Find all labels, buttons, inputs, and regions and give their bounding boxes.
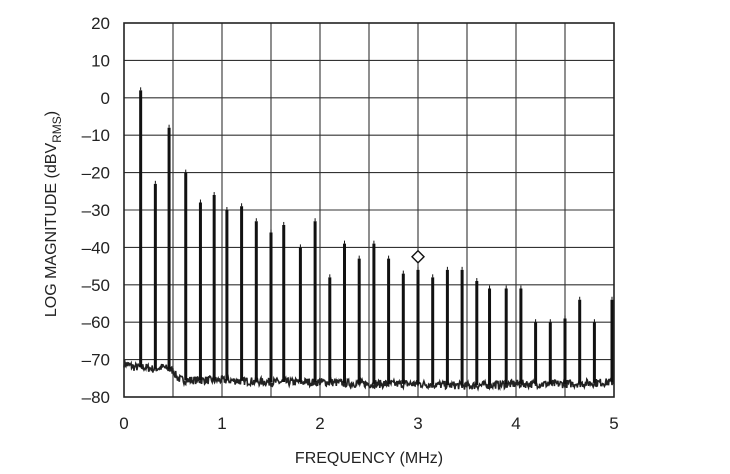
x-tick-label: 1 bbox=[217, 414, 226, 433]
x-tick-label: 4 bbox=[511, 414, 520, 433]
spur-series bbox=[139, 87, 614, 386]
y-tick-label: –10 bbox=[82, 126, 110, 145]
x-axis-label: FREQUENCY (MHz) bbox=[295, 450, 443, 467]
y-tick-label: –40 bbox=[82, 238, 110, 257]
x-tick-labels: 0 1 2 3 4 5 bbox=[119, 414, 618, 433]
noise-floor-series bbox=[123, 360, 615, 392]
y-tick-labels: 20 10 0 –10 –20 –30 –40 –50 –60 –70 –80 bbox=[82, 14, 110, 407]
x-tick-label: 0 bbox=[119, 414, 128, 433]
marker-diamond bbox=[411, 249, 425, 264]
plot-frame bbox=[123, 22, 615, 398]
y-tick-label: –60 bbox=[82, 313, 110, 332]
chart-grid bbox=[124, 23, 614, 397]
y-tick-label: –50 bbox=[82, 276, 110, 295]
y-axis-label: LOG MAGNITUDE (dBVRMS) bbox=[43, 111, 64, 317]
noise-floor-line bbox=[123, 360, 615, 392]
y-tick-label: –30 bbox=[82, 201, 110, 220]
y-tick-label: –20 bbox=[82, 164, 110, 183]
y-tick-label: 0 bbox=[101, 89, 110, 108]
x-tick-label: 5 bbox=[609, 414, 618, 433]
y-tick-label: 20 bbox=[91, 14, 110, 33]
y-tick-label: 10 bbox=[91, 51, 110, 70]
y-tick-label: –70 bbox=[82, 351, 110, 370]
x-tick-label: 3 bbox=[413, 414, 422, 433]
marker-diamond-shape bbox=[411, 249, 425, 264]
x-tick-label: 2 bbox=[315, 414, 324, 433]
y-tick-label: –80 bbox=[82, 388, 110, 407]
